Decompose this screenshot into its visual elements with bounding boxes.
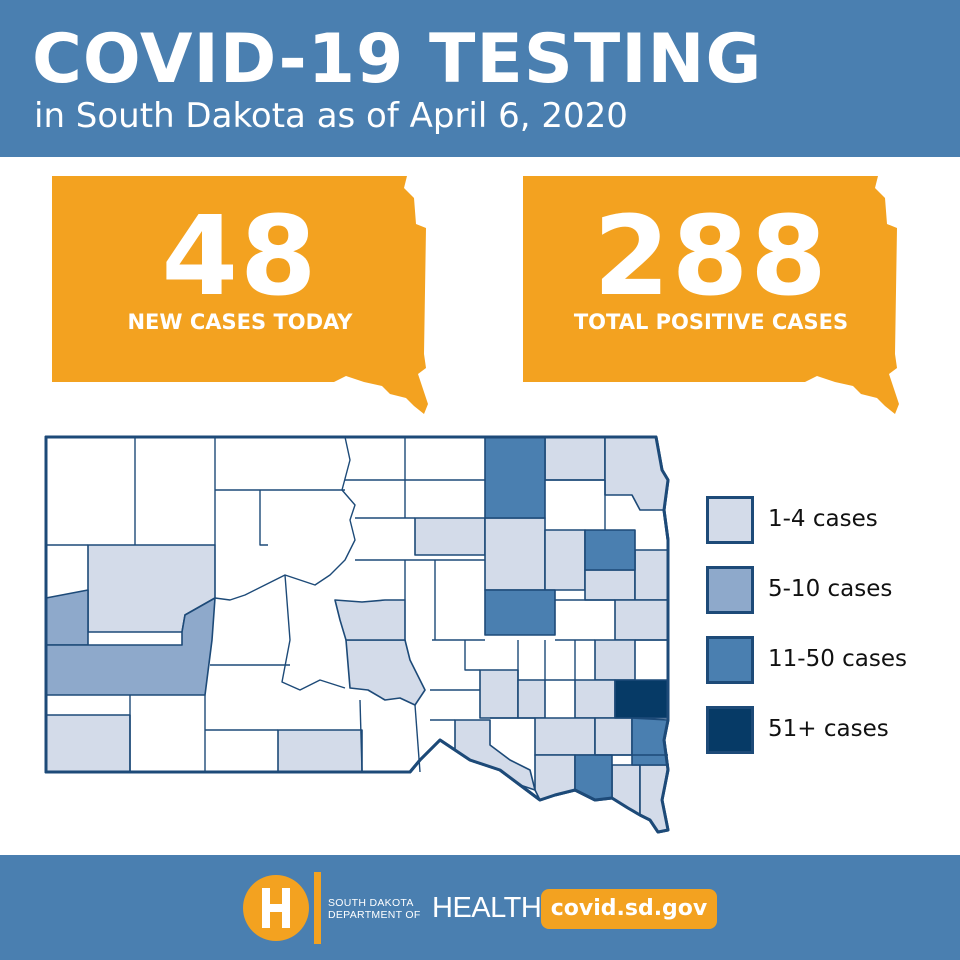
legend-item-51-plus: 51+ cases — [706, 706, 946, 756]
county-dark — [484, 436, 546, 519]
county-light — [414, 517, 486, 556]
sd-health-logo-icon — [243, 872, 321, 944]
county-light — [584, 569, 636, 601]
org-name-small: SOUTH DAKOTA DEPARTMENT OF — [328, 897, 421, 921]
org-line-1: SOUTH DAKOTA — [328, 897, 414, 909]
county-light — [574, 679, 616, 719]
county-light — [517, 679, 546, 719]
legend-swatch — [706, 566, 754, 614]
new-cases-value: 48 — [161, 192, 319, 320]
county-light — [534, 754, 576, 801]
county-light — [614, 599, 669, 641]
county-dark — [631, 717, 669, 766]
county-dark — [584, 529, 636, 571]
legend-label: 11-50 cases — [768, 646, 907, 672]
total-cases-value: 288 — [593, 192, 829, 320]
legend-label: 5-10 cases — [768, 576, 893, 602]
county-light — [334, 599, 406, 641]
sd-state-shape-icon — [523, 176, 899, 414]
new-cases-label: NEW CASES TODAY — [127, 310, 353, 334]
county-light — [45, 714, 131, 773]
county-medium — [45, 597, 216, 696]
county-light — [345, 639, 426, 706]
legend-label: 1-4 cases — [768, 506, 878, 532]
legend-label: 51+ cases — [768, 716, 889, 742]
county-light — [484, 517, 546, 591]
org-name-health: HEALTH — [432, 892, 542, 924]
county-light — [544, 529, 586, 591]
county-light — [534, 717, 596, 756]
org-line-2: DEPARTMENT OF — [328, 909, 421, 921]
page-subtitle: in South Dakota as of April 6, 2020 — [34, 96, 628, 136]
county-light — [594, 639, 636, 681]
county-light — [594, 717, 633, 756]
header-banner: COVID-19 TESTING in South Dakota as of A… — [0, 0, 960, 157]
page-title: COVID-19 TESTING — [32, 20, 763, 99]
new-cases-card: 48 NEW CASES TODAY — [52, 176, 428, 416]
sd-state-shape-icon — [52, 176, 428, 414]
county-light — [544, 436, 606, 481]
county-light — [634, 549, 669, 601]
south-dakota-county-map — [44, 435, 670, 834]
county-darkest — [614, 679, 669, 719]
total-cases-label: TOTAL POSITIVE CASES — [573, 310, 849, 334]
county-light — [479, 669, 519, 719]
legend-item-11-50: 11-50 cases — [706, 636, 946, 686]
county-light — [277, 729, 363, 773]
total-cases-card: 288 TOTAL POSITIVE CASES — [522, 176, 900, 416]
footer-banner: SOUTH DAKOTA DEPARTMENT OF HEALTH covid.… — [0, 855, 960, 960]
legend-swatch — [706, 706, 754, 754]
county-dark — [484, 589, 556, 636]
website-link[interactable]: covid.sd.gov — [541, 889, 717, 929]
county-medium — [45, 589, 89, 646]
legend-swatch — [706, 496, 754, 544]
legend-swatch — [706, 636, 754, 684]
legend-item-1-4: 1-4 cases — [706, 496, 946, 546]
legend-item-5-10: 5-10 cases — [706, 566, 946, 616]
